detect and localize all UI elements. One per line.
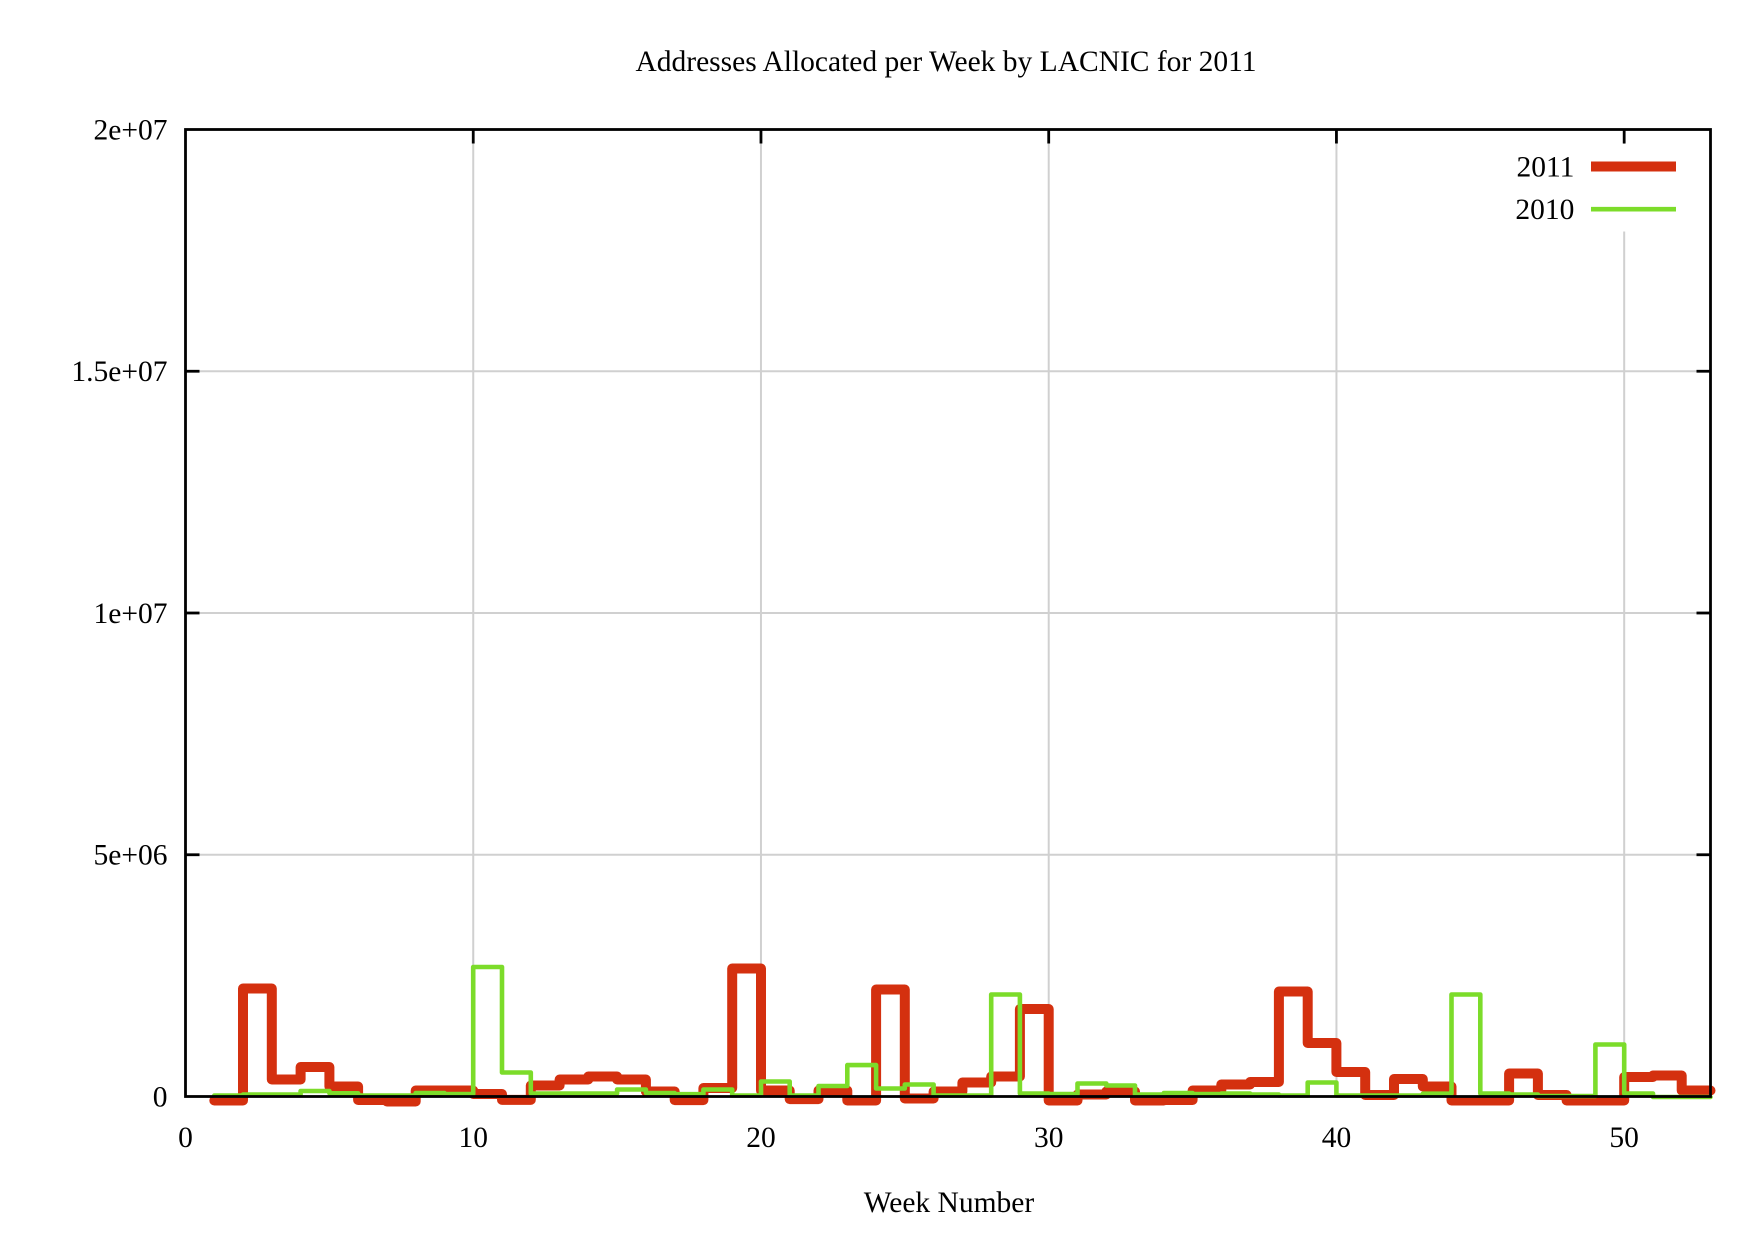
svg-text:1e+07: 1e+07 [94, 598, 168, 630]
svg-text:Addresses Allocated per Week b: Addresses Allocated per Week by LACNIC f… [635, 46, 1256, 78]
svg-text:10: 10 [458, 1122, 488, 1154]
svg-text:2010: 2010 [1515, 194, 1574, 226]
svg-text:5e+06: 5e+06 [94, 840, 168, 872]
svg-text:40: 40 [1322, 1122, 1352, 1154]
svg-text:50: 50 [1609, 1122, 1639, 1154]
svg-text:0: 0 [178, 1122, 193, 1154]
svg-text:2011: 2011 [1516, 151, 1574, 183]
svg-text:0: 0 [153, 1081, 168, 1113]
svg-text:Week Number: Week Number [864, 1187, 1035, 1219]
svg-text:2e+07: 2e+07 [94, 114, 168, 146]
svg-text:20: 20 [746, 1122, 776, 1154]
svg-text:30: 30 [1034, 1122, 1064, 1154]
svg-text:1.5e+07: 1.5e+07 [71, 356, 167, 388]
